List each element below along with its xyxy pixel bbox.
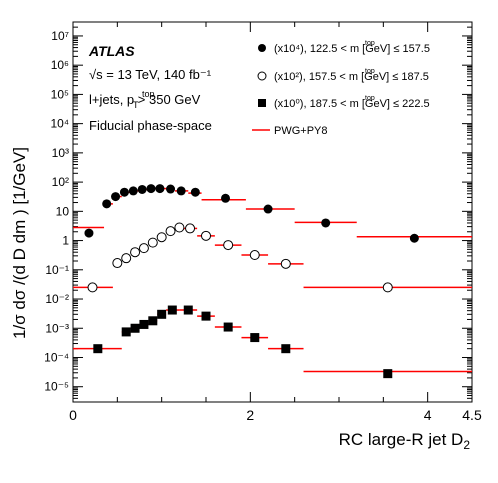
data-point-s0-11 (221, 193, 231, 203)
data-point-s1-5 (147, 237, 158, 248)
data-point-s1-0 (87, 282, 98, 293)
y-tick-label: 10⁻² (45, 292, 69, 306)
legend: (x10⁴), 122.5 < m [GeV] ≤ 157.5 top (x10… (252, 40, 430, 137)
data-point-s1-6 (156, 232, 167, 243)
data-point-s1-3 (130, 247, 141, 258)
y-tick-label: 10⁻³ (45, 321, 69, 335)
legend-marker-2 (258, 99, 266, 107)
x-tick-label: 2 (246, 407, 254, 423)
data-point-s1-7 (165, 226, 176, 237)
prediction-lines (73, 187, 472, 373)
y-tick-label: 10⁴ (50, 117, 69, 131)
plot-frame (72, 21, 473, 403)
data-point-s2-1 (121, 327, 131, 337)
energy-label: √s = 13 TeV, 140 fb⁻¹ (89, 67, 212, 82)
data-point-s1-2 (121, 253, 132, 264)
x-tick-label: 4 (424, 407, 432, 423)
x-tick-labels: 0 2 4 4.5 (69, 407, 482, 423)
legend-entry-2-sup: top (365, 95, 375, 102)
y-tick-labels: 10⁻⁵ 10⁻⁴ 10⁻³ 10⁻² 10⁻¹ 1 10 10² 10³ 10⁴ 10⁵ 10⁶ 10… (44, 29, 69, 394)
data-point-s1-8 (174, 222, 185, 233)
data-point-s2-0 (93, 344, 103, 354)
data-markers (84, 184, 419, 379)
x-axis-title: RC large-R jet D2 (339, 430, 471, 452)
legend-entry-0: (x10⁴), 122.5 < m [GeV] ≤ 157.5 (274, 43, 430, 55)
data-point-s2-2 (130, 323, 140, 333)
data-point-s1-14 (382, 282, 393, 293)
data-point-s0-1 (102, 199, 112, 209)
data-point-s0-13 (321, 218, 331, 228)
data-point-s0-10 (190, 187, 200, 197)
data-point-s2-10 (250, 333, 260, 343)
data-point-s2-3 (139, 319, 149, 329)
legend-entry-1-sup: top (365, 68, 375, 75)
y-tick-label: 1 (62, 234, 69, 248)
y-tick-label: 10 (56, 204, 70, 218)
data-point-s1-1 (112, 258, 123, 269)
y-tick-label: 10⁵ (51, 87, 69, 101)
data-point-s2-8 (201, 311, 211, 321)
x-tick-label: 0 (69, 407, 77, 423)
data-point-s0-2 (111, 192, 121, 202)
legend-entry-0-sup: top (365, 40, 375, 47)
legend-entry-1: (x10²), 157.5 < m [GeV] ≤ 187.5 (274, 71, 429, 83)
data-point-s0-5 (137, 184, 147, 194)
data-point-s0-6 (146, 184, 156, 194)
selection-label-sub: T (133, 100, 139, 110)
legend-entry-prediction: PWG+PY8 (274, 125, 328, 137)
y-tick-label: 10⁻⁴ (44, 350, 69, 364)
experiment-label: ATLAS (88, 43, 135, 59)
data-point-s2-11 (281, 344, 291, 354)
data-point-s2-7 (183, 305, 193, 315)
data-point-s1-13 (280, 258, 291, 269)
axis-ticks (72, 21, 473, 403)
data-point-s0-14 (409, 233, 419, 243)
y-tick-label: 10⁻⁵ (44, 380, 69, 394)
phase-space-label: Fiducial phase-space (89, 118, 212, 133)
y-tick-label: 10⁻¹ (45, 263, 69, 277)
data-point-s0-0 (84, 228, 94, 238)
legend-entry-2: (x10⁰), 187.5 < m [GeV] ≤ 222.5 (274, 98, 430, 110)
selection-label-sup: top (142, 89, 155, 99)
legend-marker-0 (258, 44, 266, 52)
data-point-s1-9 (185, 223, 196, 234)
data-point-s1-11 (223, 240, 234, 251)
y-tick-label: 10² (52, 175, 69, 189)
x-axis-title-sub: 2 (463, 438, 470, 452)
data-point-s0-8 (166, 184, 176, 194)
data-point-s0-9 (176, 186, 186, 196)
data-point-s2-5 (157, 309, 167, 319)
selection-label: l+jets, p > 350 GeV (89, 92, 201, 107)
data-point-s1-12 (249, 250, 260, 261)
y-tick-label: 10⁷ (51, 29, 69, 43)
data-point-s0-4 (128, 186, 138, 196)
x-tick-label: 4.5 (462, 407, 482, 423)
data-point-s2-4 (148, 316, 158, 326)
legend-marker-1 (257, 71, 267, 81)
y-axis-title: 1/σ dσ /(d D dm ) [1/GeV] (10, 147, 29, 339)
data-point-s2-9 (223, 322, 233, 332)
data-point-s0-12 (263, 204, 273, 214)
data-point-s0-3 (119, 187, 129, 197)
data-point-s2-6 (167, 305, 177, 315)
data-point-s1-4 (138, 243, 149, 254)
data-point-s0-7 (155, 184, 165, 194)
y-tick-label: 10³ (52, 146, 69, 160)
data-point-s2-12 (383, 369, 393, 379)
data-point-s1-10 (201, 230, 211, 241)
y-tick-label: 10⁶ (51, 58, 69, 72)
